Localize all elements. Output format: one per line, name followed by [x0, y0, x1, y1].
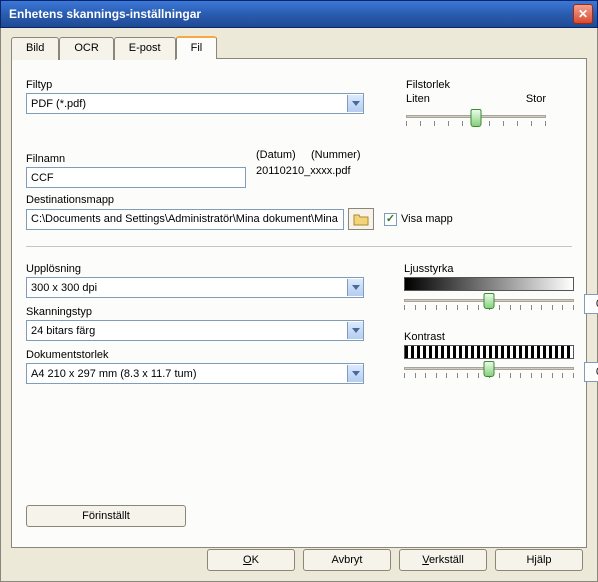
scantype-select[interactable]: 24 bitars färg	[26, 320, 364, 341]
checkbox-box	[384, 213, 397, 226]
filesize-max-label: Stor	[526, 93, 546, 105]
dialog-body: Bild OCR E-post Fil Filtyp PDF (*.pdf) F…	[0, 28, 598, 582]
filename-preview: 20110210_xxxx.pdf	[256, 165, 361, 177]
contrast-label: Kontrast	[404, 331, 598, 343]
filetype-value: PDF (*.pdf)	[31, 98, 86, 110]
brightness-slider[interactable]	[404, 293, 574, 317]
folder-icon	[353, 212, 369, 226]
filename-input[interactable]	[26, 167, 246, 188]
dropdown-arrow-icon	[347, 95, 363, 112]
ok-label: OK	[243, 554, 259, 566]
slider-thumb[interactable]	[471, 109, 482, 127]
filetype-label: Filtyp	[26, 79, 386, 91]
contrast-slider[interactable]	[404, 361, 574, 385]
tab-strip: Bild OCR E-post Fil	[1, 28, 597, 59]
preset-button[interactable]: Förinställt	[26, 505, 186, 527]
tab-panel-fil: Filtyp PDF (*.pdf) Filstorlek Liten Stor	[11, 58, 587, 548]
brightness-label: Ljusstyrka	[404, 263, 598, 275]
filename-label: Filnamn	[26, 153, 256, 165]
resolution-select[interactable]: 300 x 300 dpi	[26, 277, 364, 298]
filesize-label: Filstorlek	[406, 79, 572, 91]
filesize-slider[interactable]	[406, 107, 546, 139]
tab-epost[interactable]: E-post	[114, 37, 176, 60]
brightness-gradient	[404, 277, 574, 291]
tab-ocr[interactable]: OCR	[59, 37, 113, 60]
filetype-select[interactable]: PDF (*.pdf)	[26, 93, 364, 114]
close-button[interactable]: ✕	[573, 4, 593, 24]
ok-button[interactable]: OK	[207, 549, 295, 571]
slider-thumb[interactable]	[484, 293, 495, 309]
help-button[interactable]: Hjälp	[495, 549, 583, 571]
contrast-value[interactable]: 0	[584, 362, 598, 382]
scantype-value: 24 bitars färg	[31, 325, 95, 337]
divider	[26, 246, 572, 247]
window-title: Enhetens skannings-inställningar	[9, 7, 573, 21]
filename-date-label: (Datum)	[256, 149, 296, 161]
contrast-pattern	[404, 345, 574, 359]
filename-number-label: (Nummer)	[311, 149, 361, 161]
dropdown-arrow-icon	[347, 365, 363, 382]
apply-button[interactable]: Verkställ	[399, 549, 487, 571]
browse-folder-button[interactable]	[348, 208, 374, 230]
resolution-label: Upplösning	[26, 263, 364, 275]
scantype-label: Skanningstyp	[26, 306, 364, 318]
destination-label: Destinationsmapp	[26, 194, 572, 206]
tab-bild[interactable]: Bild	[11, 37, 59, 60]
filesize-min-label: Liten	[406, 93, 430, 105]
destination-input[interactable]	[26, 209, 344, 230]
titlebar: Enhetens skannings-inställningar ✕	[0, 0, 598, 28]
cancel-button[interactable]: Avbryt	[303, 549, 391, 571]
brightness-value[interactable]: 0	[584, 294, 598, 314]
docsize-value: A4 210 x 297 mm (8.3 x 11.7 tum)	[31, 368, 196, 380]
dialog-button-row: OK Avbryt Verkställ Hjälp	[207, 549, 583, 571]
tab-fil[interactable]: Fil	[176, 36, 218, 59]
resolution-value: 300 x 300 dpi	[31, 282, 97, 294]
show-folder-label: Visa mapp	[401, 213, 453, 225]
show-folder-checkbox[interactable]: Visa mapp	[384, 213, 453, 226]
dropdown-arrow-icon	[347, 322, 363, 339]
docsize-select[interactable]: A4 210 x 297 mm (8.3 x 11.7 tum)	[26, 363, 364, 384]
docsize-label: Dokumentstorlek	[26, 349, 364, 361]
slider-thumb[interactable]	[484, 361, 495, 377]
dropdown-arrow-icon	[347, 279, 363, 296]
